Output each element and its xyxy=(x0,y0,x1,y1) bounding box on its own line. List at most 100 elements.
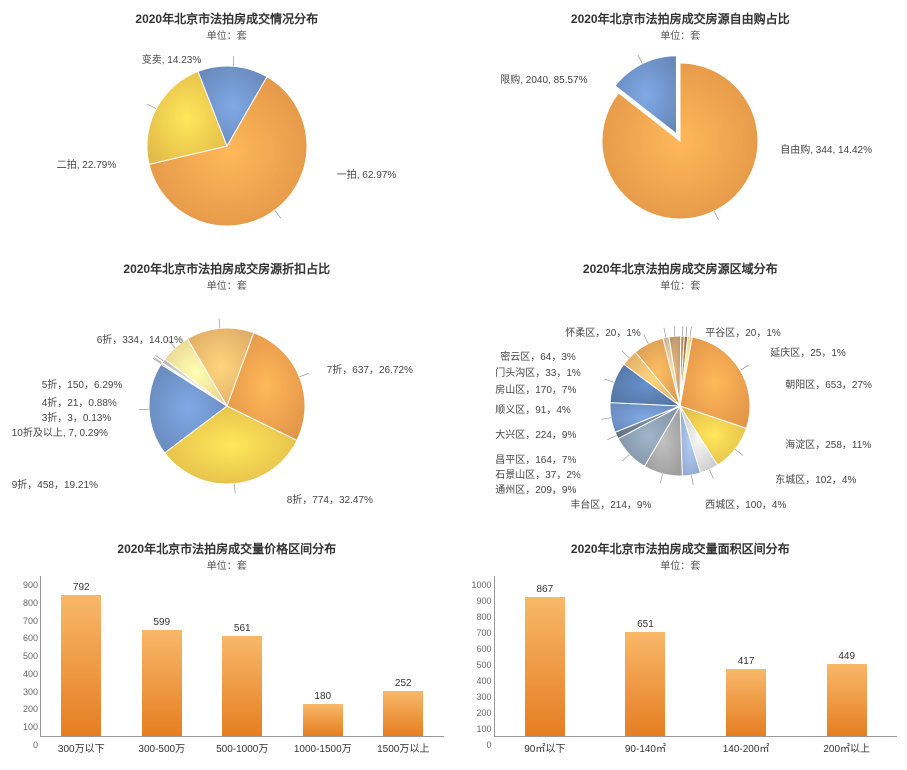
y-tick: 0 xyxy=(464,740,492,750)
pie-slice-label: 石景山区，37，2% xyxy=(495,466,581,481)
bar: 792300万以下 xyxy=(56,582,106,736)
bar-rect xyxy=(222,636,262,736)
pie-slice-label: 大兴区，224，9% xyxy=(495,426,576,441)
bar-label: 90-140㎡ xyxy=(625,740,666,755)
bar-value: 561 xyxy=(234,623,251,634)
chart4-title: 2020年北京法拍房成交房源区域分布 xyxy=(583,260,778,277)
bar-rect xyxy=(525,597,565,736)
pie-slice-label: 延庆区，25，1% xyxy=(770,344,846,359)
chart1-title: 2020年北京市法拍房成交情况分布 xyxy=(135,10,318,27)
pie-slice-label: 二拍, 22.79% xyxy=(57,156,116,171)
chart5-bars: 0100200300400500600700800900792300万以下599… xyxy=(10,576,444,737)
pie-slice-label: 一拍, 62.97% xyxy=(337,166,396,181)
chart3-subtitle: 单位：套 xyxy=(207,277,247,292)
y-tick: 900 xyxy=(10,580,38,590)
pie-slice-label: 海淀区，258，11% xyxy=(785,436,871,451)
chart2-subtitle: 单位：套 xyxy=(660,27,700,42)
pie-slice-label: 房山区，170，7% xyxy=(495,381,576,396)
bar: 86790㎡以下 xyxy=(520,584,570,736)
bar-label: 1500万以上 xyxy=(377,740,429,755)
panel-chart1: 2020年北京市法拍房成交情况分布 单位：套 一拍, 62.97% 二拍, 22.… xyxy=(10,10,444,240)
y-tick: 400 xyxy=(464,676,492,686)
bar-label: 90㎡以下 xyxy=(524,740,565,755)
pie-slice-label: 3折，3，0.13% xyxy=(42,409,111,424)
chart1-subtitle: 单位：套 xyxy=(207,27,247,42)
y-tick: 400 xyxy=(10,669,38,679)
pie-slice-label: 通州区，209，9% xyxy=(495,481,576,496)
bar-label: 1000-1500万 xyxy=(294,740,352,755)
bar-value: 599 xyxy=(153,617,170,628)
y-tick: 300 xyxy=(464,692,492,702)
bar-value: 792 xyxy=(73,582,90,593)
pie-slice-label: 5折，150，6.29% xyxy=(42,376,123,391)
chart3-title: 2020年北京市法拍房成交房源折扣占比 xyxy=(123,260,330,277)
bar: 561500-1000万 xyxy=(217,623,267,736)
pie-slice-label: 丰台区，214，9% xyxy=(570,496,651,511)
chart2-title: 2020年北京市法拍房成交房源自由购占比 xyxy=(571,10,790,27)
bar-label: 300万以下 xyxy=(58,740,105,755)
bar: 1801000-1500万 xyxy=(298,691,348,736)
dashboard-grid: 2020年北京市法拍房成交情况分布 单位：套 一拍, 62.97% 二拍, 22.… xyxy=(10,10,897,760)
chart6-bars: 0100200300400500600700800900100086790㎡以下… xyxy=(464,576,898,737)
bar-label: 500-1000万 xyxy=(216,740,268,755)
bar-rect xyxy=(726,669,766,736)
bar-label: 200㎡以上 xyxy=(823,740,870,755)
bar-rect xyxy=(383,691,423,736)
chart5-subtitle: 单位：套 xyxy=(207,557,247,572)
chart1-pie: 一拍, 62.97% 二拍, 22.79% 变卖, 14.23% xyxy=(27,46,427,246)
pie-slice-label: 东城区，102，4% xyxy=(775,471,856,486)
bar: 65190-140㎡ xyxy=(620,619,670,736)
bar: 599300-500万 xyxy=(137,617,187,736)
bar-value: 449 xyxy=(838,651,855,662)
pie-slice-label: 10折及以上, 7, 0.29% xyxy=(12,424,108,439)
chart4-pie: 朝阳区，653，27%海淀区，258，11%东城区，102，4%西城区，100，… xyxy=(470,296,890,516)
chart3-pie: 7折，637，26.72%8折，774，32.47%9折，458，19.21%1… xyxy=(27,296,427,516)
bar: 2521500万以上 xyxy=(378,678,428,736)
pie-slice-label: 7折，637，26.72% xyxy=(327,361,413,376)
pie-slice-label: 平谷区，20，1% xyxy=(705,324,781,339)
y-tick: 100 xyxy=(10,722,38,732)
pie-slice-label: 9折，458，19.21% xyxy=(12,476,98,491)
pie-slice-label: 朝阳区，653，27% xyxy=(785,376,872,391)
bar-rect xyxy=(303,704,343,736)
panel-chart6: 2020年北京市法拍房成交量面积区间分布 单位：套 01002003004005… xyxy=(464,540,898,760)
bar-rect xyxy=(61,595,101,736)
pie-slice-label: 4折，21，0.88% xyxy=(42,394,117,409)
y-tick: 300 xyxy=(10,687,38,697)
chart4-subtitle: 单位：套 xyxy=(660,277,700,292)
y-tick: 0 xyxy=(10,740,38,750)
bar-rect xyxy=(625,632,665,736)
chart6-subtitle: 单位：套 xyxy=(660,557,700,572)
y-tick: 500 xyxy=(10,651,38,661)
y-tick: 200 xyxy=(464,708,492,718)
pie-slice-label: 昌平区，164，7% xyxy=(495,451,576,466)
bar: 417140-200㎡ xyxy=(721,656,771,736)
panel-chart4: 2020年北京法拍房成交房源区域分布 单位：套 朝阳区，653，27% 海淀区，2… xyxy=(464,260,898,520)
pie-slice-label: 怀柔区，20，1% xyxy=(565,324,641,339)
bar-value: 867 xyxy=(536,584,553,595)
pie-slice-label: 变卖, 14.23% xyxy=(142,51,201,66)
bar-rect xyxy=(142,630,182,736)
chart2-pie: 限购, 2040, 85.57%自由购, 344, 14.42% xyxy=(480,46,880,236)
pie-slice-label: 6折，334，14.01% xyxy=(97,331,183,346)
y-tick: 500 xyxy=(464,660,492,670)
bar-value: 417 xyxy=(738,656,755,667)
pie-slice-label: 限购, 2040, 85.57% xyxy=(500,71,587,86)
y-tick: 700 xyxy=(10,616,38,626)
chart5-title: 2020年北京市法拍房成交量价格区间分布 xyxy=(117,540,336,557)
y-tick: 700 xyxy=(464,628,492,638)
bar-value: 180 xyxy=(314,691,331,702)
bar-value: 651 xyxy=(637,619,654,630)
y-tick: 600 xyxy=(464,644,492,654)
y-tick: 100 xyxy=(464,724,492,734)
bar-value: 252 xyxy=(395,678,412,689)
y-tick: 800 xyxy=(10,598,38,608)
y-tick: 900 xyxy=(464,596,492,606)
pie-slice-label: 顺义区，91，4% xyxy=(495,401,571,416)
pie-slice-label: 密云区，64，3% xyxy=(500,348,576,363)
y-tick: 800 xyxy=(464,612,492,622)
panel-chart3: 2020年北京市法拍房成交房源折扣占比 单位：套 7折，637，26.72% 8折… xyxy=(10,260,444,520)
y-tick: 200 xyxy=(10,704,38,714)
pie-slice-label: 8折，774，32.47% xyxy=(287,491,373,506)
bar-label: 300-500万 xyxy=(138,740,185,755)
